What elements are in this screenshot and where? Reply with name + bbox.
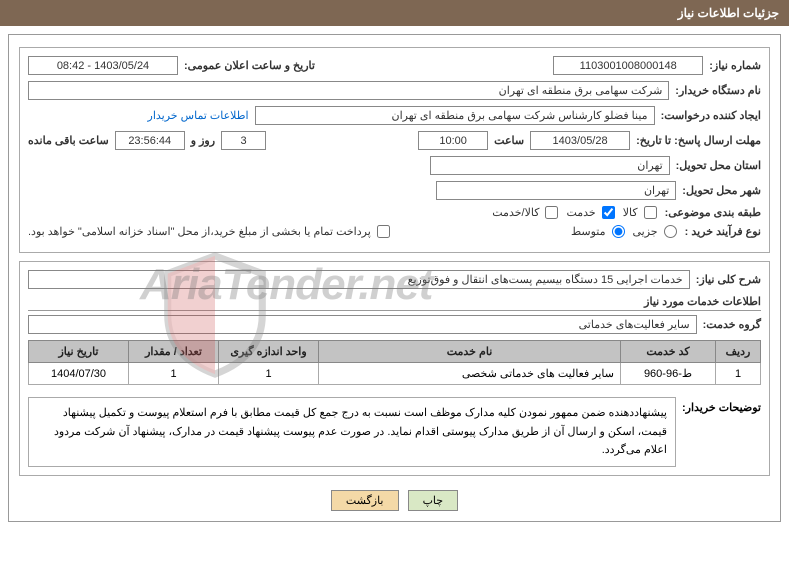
- field-days-left: 3: [221, 131, 266, 150]
- table-row: 1 ط-96-960 سایر فعالیت های خدماتی شخصی 1…: [29, 363, 761, 385]
- back-button[interactable]: بازگشت: [331, 490, 399, 511]
- label-buyer-notes: توضیحات خریدار:: [682, 391, 761, 414]
- field-need-desc: خدمات اجرایی 15 دستگاه بیسیم پست‌های انت…: [28, 270, 690, 289]
- label-need-desc: شرح کلی نیاز:: [696, 273, 761, 286]
- td-qty: 1: [129, 363, 219, 385]
- checkbox-goods-service[interactable]: [545, 206, 558, 219]
- label-treasury: پرداخت تمام یا بخشی از مبلغ خرید،از محل …: [28, 225, 371, 238]
- th-qty: تعداد / مقدار: [129, 341, 219, 363]
- field-deadline-date: 1403/05/28: [530, 131, 630, 150]
- th-unit: واحد اندازه گیری: [219, 341, 319, 363]
- label-announce: تاریخ و ساعت اعلان عمومی:: [184, 59, 315, 72]
- td-code: ط-96-960: [621, 363, 716, 385]
- th-name: نام خدمت: [319, 341, 621, 363]
- buyer-contact-link[interactable]: اطلاعات تماس خریدار: [148, 109, 249, 122]
- label-buy-process: نوع فرآیند خرید :: [685, 225, 761, 238]
- label-svc-group: گروه خدمت:: [703, 318, 761, 331]
- label-requester: ایجاد کننده درخواست:: [661, 109, 761, 122]
- details-box: شماره نیاز: 1103001008000148 تاریخ و ساع…: [19, 47, 770, 253]
- field-deadline-time: 10:00: [418, 131, 488, 150]
- field-announce: 1403/05/24 - 08:42: [28, 56, 178, 75]
- label-partial: جزیی: [633, 225, 658, 238]
- label-remaining: ساعت باقی مانده: [28, 134, 109, 147]
- field-requester: مینا فضلو کارشناس شرکت سهامی برق منطقه ا…: [255, 106, 655, 125]
- checkbox-service[interactable]: [602, 206, 615, 219]
- field-time-left: 23:56:44: [115, 131, 185, 150]
- field-province: تهران: [430, 156, 670, 175]
- label-goods: کالا: [623, 206, 638, 219]
- td-name: سایر فعالیت های خدماتی شخصی: [319, 363, 621, 385]
- label-need-no: شماره نیاز:: [709, 59, 761, 72]
- td-unit: 1: [219, 363, 319, 385]
- label-hour: ساعت: [494, 134, 524, 147]
- label-service: خدمت: [566, 206, 595, 219]
- field-need-no: 1103001008000148: [553, 56, 703, 75]
- checkbox-treasury[interactable]: [377, 225, 390, 238]
- td-idx: 1: [716, 363, 761, 385]
- field-city: تهران: [436, 181, 676, 200]
- section-svc-info: اطلاعات خدمات مورد نیاز: [28, 295, 761, 311]
- button-row: چاپ بازگشت: [19, 490, 770, 511]
- radio-medium[interactable]: [612, 225, 625, 238]
- label-buyer: نام دستگاه خریدار:: [675, 84, 761, 97]
- radio-partial[interactable]: [664, 225, 677, 238]
- th-date: تاریخ نیاز: [29, 341, 129, 363]
- services-block: شرح کلی نیاز: خدمات اجرایی 15 دستگاه بیس…: [19, 261, 770, 476]
- label-days-and: روز و: [191, 134, 215, 147]
- label-goods-service: کالا/خدمت: [492, 206, 539, 219]
- field-svc-group: سایر فعالیت‌های خدماتی: [28, 315, 697, 334]
- th-idx: ردیف: [716, 341, 761, 363]
- page-header: جزئیات اطلاعات نیاز: [0, 0, 789, 26]
- label-city: شهر محل تحویل:: [682, 184, 761, 197]
- content-wrapper: شماره نیاز: 1103001008000148 تاریخ و ساع…: [8, 34, 781, 522]
- label-medium: متوسط: [571, 225, 606, 238]
- label-province: استان محل تحویل:: [676, 159, 761, 172]
- field-buyer: شرکت سهامی برق منطقه ای تهران: [28, 81, 669, 100]
- field-buyer-notes: پیشنهاددهنده ضمن ممهور نمودن کلیه مدارک …: [28, 397, 676, 467]
- checkbox-goods[interactable]: [644, 206, 657, 219]
- label-subject-cat: طبقه بندی موضوعی:: [665, 206, 761, 219]
- services-table: ردیف کد خدمت نام خدمت واحد اندازه گیری ت…: [28, 340, 761, 385]
- td-date: 1404/07/30: [29, 363, 129, 385]
- th-code: کد خدمت: [621, 341, 716, 363]
- print-button[interactable]: چاپ: [408, 490, 459, 511]
- label-deadline: مهلت ارسال پاسخ: تا تاریخ:: [636, 134, 761, 147]
